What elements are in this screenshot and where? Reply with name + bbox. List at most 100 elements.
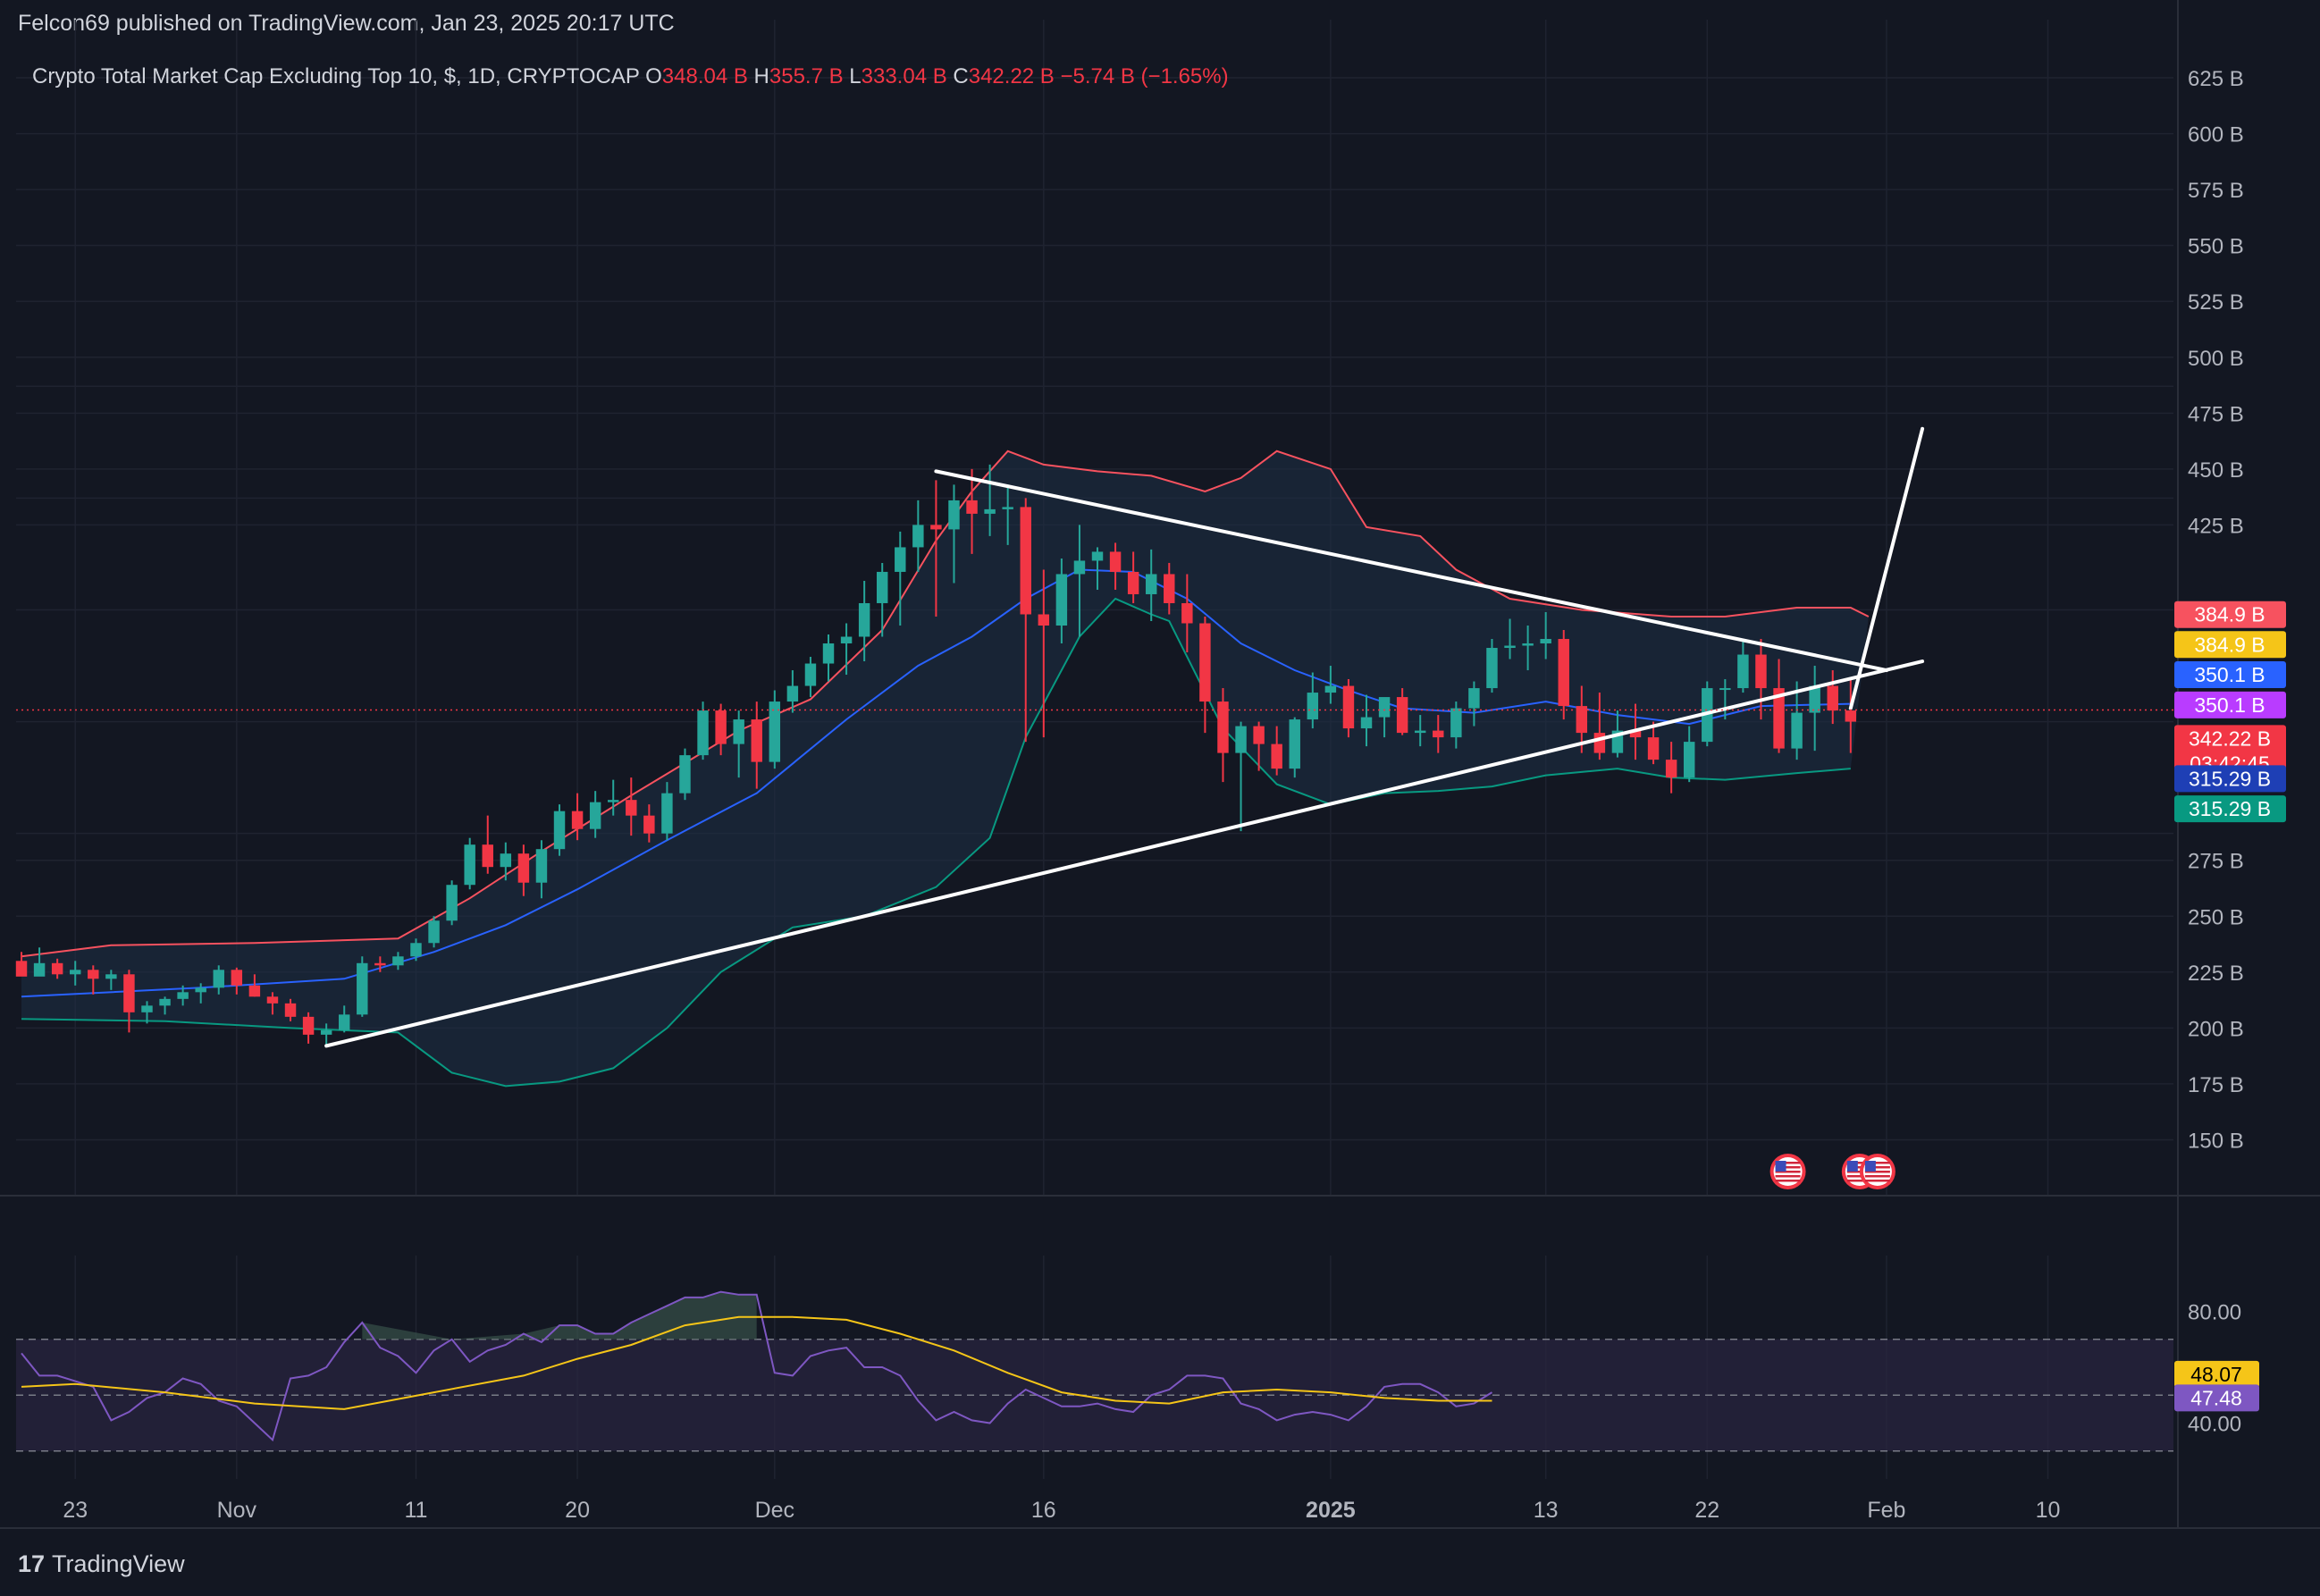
flag-stripe	[1846, 1180, 1872, 1182]
price-axis[interactable]: 625 B 600 B 575 B 550 B 525 B 500 B 475 B 450 B…	[2188, 67, 2244, 1436]
flag-stripe	[1775, 1180, 1801, 1182]
bollinger-band-fill	[21, 450, 1869, 1087]
price-label: 384.9 B	[2174, 631, 2286, 659]
price-label-bg	[2174, 725, 2286, 777]
ohlc-low-label: L	[849, 64, 861, 88]
ohlc-open: 348.04 B	[662, 64, 754, 88]
flag-stripe	[1846, 1162, 1872, 1164]
candle-body	[1504, 645, 1516, 649]
rsi-value-text: 47.48	[2190, 1386, 2242, 1409]
publication-info: Felcon69 published on TradingView.com, J…	[18, 11, 675, 36]
price-label-bg	[2174, 765, 2286, 793]
candle-body	[804, 663, 817, 686]
candle-body	[1737, 654, 1749, 689]
price-label-bg	[2174, 691, 2286, 718]
candle-body	[33, 962, 46, 977]
candle-body	[320, 1029, 332, 1035]
candle-body	[357, 962, 368, 1015]
candle-body	[482, 844, 493, 868]
symbol-name: Crypto Total Market Cap Excluding Top 10…	[32, 64, 645, 88]
price-tick-label: 150 B	[2188, 1129, 2244, 1153]
candle-body	[517, 853, 530, 883]
price-label: 350.1 B	[2174, 691, 2286, 718]
candle-body	[1307, 693, 1319, 720]
flag-stripe	[1775, 1175, 1801, 1178]
price-tick-label: 625 B	[2188, 67, 2244, 91]
candle-body	[1791, 712, 1803, 749]
time-tick-label: 22	[1694, 1498, 1719, 1523]
candle-body	[697, 710, 709, 756]
candle-body	[392, 956, 404, 966]
flag-canton	[1864, 1161, 1876, 1172]
time-tick-label: 23	[63, 1498, 88, 1523]
candle-body	[1468, 688, 1480, 709]
price-tick-label: 275 B	[2188, 850, 2244, 874]
candle-body	[1450, 708, 1462, 738]
price-tick-label: 225 B	[2188, 962, 2244, 986]
candle-body	[141, 1005, 153, 1012]
candle-body	[123, 974, 135, 1012]
candle-body	[1629, 730, 1642, 738]
tradingview-logo-icon: 17	[18, 1550, 46, 1577]
candle-body	[1253, 726, 1265, 744]
candle-body	[1091, 551, 1104, 561]
time-axis[interactable]: 23 Nov 11 20 Dec 16 2025 13 22 Feb 10	[63, 1498, 2060, 1523]
candle-body	[88, 970, 99, 979]
candle-body	[895, 547, 906, 572]
chart-title-text: Crypto Total Market Cap Excluding Top 10…	[32, 64, 1229, 88]
candle-body	[930, 525, 942, 530]
candle-body	[1378, 697, 1391, 718]
candle-body	[231, 970, 243, 986]
trendline	[934, 469, 1888, 673]
price-tick-label: 175 B	[2188, 1073, 2244, 1097]
flag-stripe	[1775, 1171, 1801, 1173]
flag-stripe	[1864, 1171, 1890, 1173]
candle-body	[553, 811, 566, 850]
candle-body	[1199, 623, 1211, 702]
event-icons	[1769, 1154, 1896, 1189]
candle-body	[1164, 574, 1175, 603]
candle-body	[733, 719, 744, 744]
candle-body	[858, 602, 870, 637]
flag-canton	[1775, 1161, 1786, 1172]
price-label-bg	[2174, 601, 2286, 628]
candle-body	[1145, 574, 1157, 594]
candle-body	[1773, 688, 1785, 749]
price-label-text: 315.29 B	[2189, 797, 2271, 820]
trendlines	[324, 426, 1925, 1048]
candle-body	[1486, 648, 1498, 689]
bollinger-fill	[21, 450, 1869, 1087]
ohlc-open-label: O	[645, 64, 662, 88]
candle-body	[607, 800, 619, 802]
candle-body	[715, 710, 727, 744]
price-label-text: 315.29 B	[2189, 767, 2271, 790]
price-label: 315.29 B	[2174, 795, 2286, 823]
brand-name: TradingView	[52, 1550, 185, 1577]
candle-body	[1683, 742, 1695, 778]
candle-body	[195, 987, 206, 993]
price-label-text: 342.22 B	[2189, 727, 2271, 750]
tradingview-logo[interactable]: 17 TradingView	[18, 1550, 185, 1578]
price-label-text: 384.9 B	[2194, 633, 2265, 656]
candle-body	[1414, 730, 1426, 734]
candle-body	[840, 636, 853, 644]
candle-body	[966, 500, 978, 514]
ohlc-high: 355.7 B	[769, 64, 849, 88]
time-tick-label: 20	[565, 1498, 590, 1523]
candle-body	[626, 800, 637, 816]
candle-body	[1127, 571, 1139, 594]
candle-body	[1593, 733, 1606, 753]
candle-body	[1324, 685, 1337, 693]
price-tick-label: 500 B	[2188, 347, 2244, 371]
candle-body	[822, 643, 835, 664]
candle-body	[338, 1014, 350, 1030]
candle-body	[1073, 560, 1086, 575]
rsi-overbought-fill	[362, 1291, 757, 1340]
candle-body	[786, 685, 799, 702]
candle-body	[1396, 697, 1408, 734]
chart-title: Crypto Total Market Cap Excluding Top 10…	[32, 64, 1229, 88]
candle-body	[535, 849, 548, 883]
candle-body	[751, 719, 762, 762]
